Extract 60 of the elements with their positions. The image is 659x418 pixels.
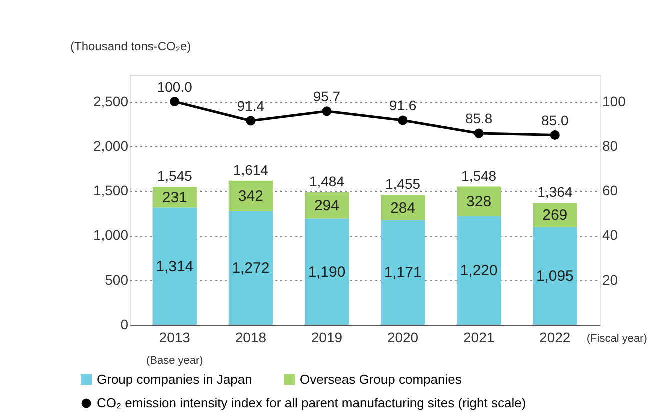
legend-label: Group companies in Japan — [97, 372, 252, 387]
y2-tick-label: 100 — [602, 93, 626, 110]
data-label: 231 — [162, 189, 188, 206]
bar — [457, 216, 502, 325]
y-tick-label: 500 — [105, 272, 129, 288]
legend-label: Overseas Group companies — [300, 372, 462, 387]
bar — [380, 220, 426, 325]
point — [398, 116, 408, 126]
data-label: 328 — [466, 193, 492, 210]
y-tick-label: 2,000 — [93, 138, 129, 154]
y2-tick-label: 20 — [602, 272, 618, 288]
data-label: 85.0 — [542, 112, 569, 128]
x-tick-label: 2021 — [464, 330, 495, 346]
data-label: 1,190 — [308, 264, 346, 281]
data-label: 1,171 — [384, 264, 422, 282]
total-label: 1,548 — [462, 168, 497, 184]
y2-tick-label: 40 — [602, 227, 618, 244]
point — [322, 106, 332, 116]
total-label: 1,545 — [157, 168, 193, 184]
data-label: 1,095 — [536, 268, 574, 286]
legend-label: CO₂ emission intensity index for all parent manufacturing sites (right scale) — [97, 396, 526, 410]
bar — [533, 227, 578, 325]
y-tick-label: 1,000 — [93, 227, 129, 244]
x-tick-label: 2020 — [387, 330, 419, 346]
total-label: 1,614 — [233, 162, 269, 178]
data-label: 91.6 — [389, 98, 417, 114]
bar — [228, 180, 273, 212]
total-label: 1,455 — [386, 176, 421, 192]
bar — [304, 218, 350, 325]
data-label: 284 — [390, 200, 416, 217]
data-label: 1,314 — [156, 258, 194, 276]
data-label: 1,220 — [460, 262, 498, 280]
y2-tick-label: 60 — [602, 182, 618, 199]
data-label: 342 — [238, 188, 264, 206]
data-label: 100.0 — [157, 78, 193, 95]
y-axis-title: (Thousand tons-CO₂e) — [70, 40, 192, 54]
point — [474, 128, 484, 138]
data-label: 85.8 — [465, 110, 493, 126]
text: (Fiscal year) — [586, 333, 648, 345]
data-label: 95.7 — [313, 88, 341, 104]
data-label: 91.4 — [237, 98, 265, 114]
point — [246, 116, 256, 126]
point — [170, 97, 180, 107]
x-tick-label: 2022 — [540, 330, 571, 346]
data-label: 294 — [314, 198, 340, 215]
y-tick-label: 2,500 — [93, 93, 129, 110]
total-label: 1,484 — [309, 174, 345, 190]
data-label: 1,272 — [232, 260, 270, 278]
point — [550, 130, 560, 140]
x-tick-label: 2013 — [159, 330, 191, 346]
bar — [152, 208, 197, 325]
y-tick-label: 0 — [120, 316, 129, 332]
x-tick-label: 2018 — [235, 330, 267, 346]
text: (Base year) — [146, 355, 204, 367]
bar — [228, 211, 273, 325]
y2-tick-label: 80 — [602, 138, 618, 154]
total-label: 1,364 — [538, 184, 573, 200]
data-label: 269 — [542, 207, 568, 224]
x-tick-label: 2019 — [311, 330, 343, 346]
y-tick-label: 1,500 — [93, 182, 129, 199]
